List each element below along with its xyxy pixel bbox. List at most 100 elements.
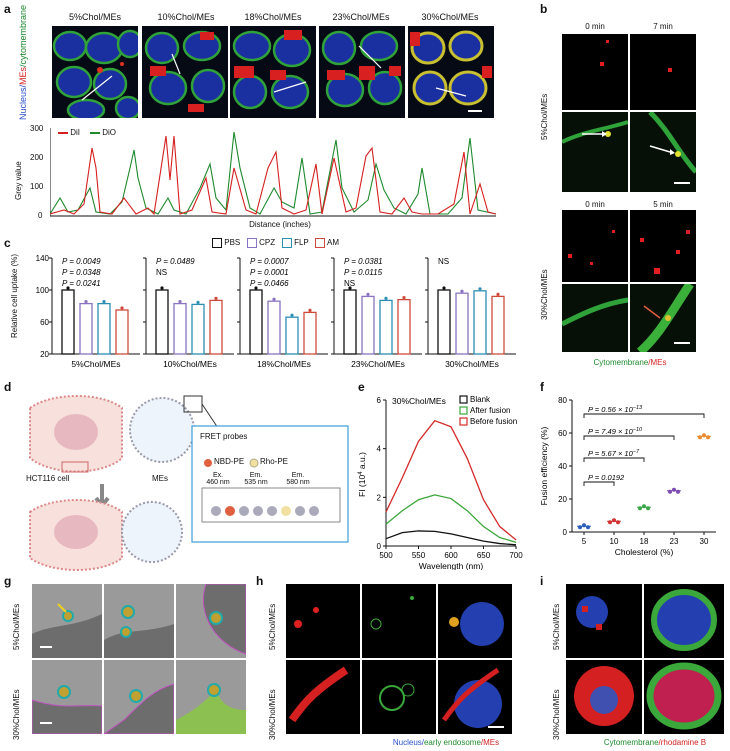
a-legend-dio-label: DiO: [102, 128, 117, 137]
e-legend-swatch: [459, 406, 468, 415]
c-bar: [303, 311, 317, 355]
d-fret-box: [191, 425, 349, 543]
e-xtick-label: 550: [412, 551, 426, 560]
h-caption-nucleus: Nucleus/: [392, 738, 424, 747]
a-legend-dio: DiO: [90, 128, 116, 137]
c-bar-point: [272, 297, 276, 301]
c-pvalue: NS: [438, 257, 449, 266]
a-legend-dii-label: DiI: [70, 128, 81, 137]
c-pvalue: P = 0.0241: [62, 279, 101, 288]
g-img-1: [32, 584, 102, 658]
h-img-6: [438, 660, 512, 734]
c-ytick-label: 60: [40, 318, 49, 327]
d-schematic: [29, 395, 349, 571]
i-img-4: [644, 660, 724, 734]
d-nbd-probe-icon: [204, 459, 212, 467]
a-image-23chol: [319, 26, 405, 118]
a-image-30chol: [408, 26, 494, 118]
e-series-line: [385, 530, 517, 546]
f-ytick-label: 80: [558, 396, 567, 405]
c-bar: [437, 289, 451, 355]
h-row-bottom: 30%Chol/MEs: [268, 689, 277, 740]
c-pvalue: P = 0.0466: [250, 279, 289, 288]
c-pvalue: P = 0.0115: [344, 268, 383, 277]
e-xlabel: Wavelength (nm): [419, 561, 484, 570]
f-ylabel: Fusion efficiency (%): [539, 426, 549, 505]
a-label-cytomembrane: /cytomembrane: [18, 4, 28, 67]
i-row-bottom: 30%Chol/MEs: [552, 689, 561, 740]
a-trace-plot: [50, 128, 497, 217]
b-time-0b: 0 min: [585, 200, 605, 209]
f-xtick-label: 23: [670, 537, 679, 546]
i-caption-cytomembrane: Cytomembrane: [603, 738, 659, 747]
a-trace-dio: [50, 131, 497, 215]
d-rho-probe-icon: [249, 458, 259, 468]
c-ytick-label: 140: [36, 254, 50, 263]
c-bar: [491, 295, 505, 355]
g-row-bottom: 30%Chol/MEs: [12, 689, 21, 740]
a-cond-5: 30%Chol/MEs: [421, 12, 479, 22]
b-row-bottom: 30%Chol/MEs: [540, 269, 549, 320]
c-pvalue: P = 0.0381: [344, 257, 383, 266]
c-bar-point: [178, 300, 182, 304]
c-pvalue: P = 0.0001: [250, 268, 289, 277]
c-bar: [361, 295, 375, 355]
h-row-top: 5%Chol/MEs: [268, 603, 277, 650]
c-pvalue: P = 0.0348: [62, 268, 101, 277]
c-bar-point: [308, 308, 312, 312]
f-pvalue: P = 0.0192: [588, 473, 625, 482]
f-xtick-label: 10: [610, 537, 619, 546]
h-img-1: [286, 584, 360, 658]
a-legend-dii: DiI: [58, 128, 80, 137]
c-bar: [115, 309, 129, 355]
e-xtick-label: 650: [477, 551, 491, 560]
c-group-label: 23%Chol/MEs: [351, 359, 405, 369]
g-img-5: [104, 660, 174, 734]
panel-label-g: g: [4, 574, 12, 588]
d-fused-vesicle: [121, 501, 183, 563]
g-row-top: 5%Chol/MEs: [12, 603, 21, 650]
b-img-30-5-red: [630, 210, 696, 282]
panel-label-a: a: [4, 2, 11, 16]
c-ylabel: Relative cell uptake (%): [10, 253, 19, 338]
d-nucleus-bottom: [54, 515, 98, 549]
c-bar-chart: 20 60 100 140 P = 0.0049 P = 0.0348 P = 0.0241…: [36, 254, 516, 369]
g-img-2: [104, 584, 174, 658]
c-group-label: 5%Chol/MEs: [71, 359, 120, 369]
e-ytick-label: 6: [377, 396, 382, 405]
d-em2-nm: 580 nm: [286, 479, 310, 486]
i-img-2: [644, 584, 724, 658]
g-img-6: [176, 660, 246, 734]
c-ytick-label: 100: [36, 286, 50, 295]
f-pvalue: P = 0.56 × 10−13: [588, 405, 643, 414]
c-bar-point: [478, 287, 482, 291]
c-bar: [79, 302, 93, 355]
c-bar: [191, 303, 205, 355]
c-bar-point: [402, 296, 406, 300]
e-series-line: [385, 494, 517, 543]
c-bar-point: [254, 286, 258, 290]
h-caption: Nucleus/early endosome/MEs: [356, 738, 536, 747]
i-img-1: [566, 584, 642, 658]
d-zoom-box: [183, 395, 203, 413]
c-bar-point: [66, 286, 70, 290]
a-ytick-300: 300: [30, 124, 44, 133]
a-trace-dii: [50, 135, 497, 216]
c-bar-point: [384, 296, 388, 300]
panel-label-e: e: [358, 380, 365, 394]
e-ytick-label: 2: [377, 493, 382, 502]
c-bar: [249, 289, 263, 355]
e-xtick-label: 500: [379, 551, 393, 560]
e-ytick-label: 0: [377, 542, 382, 551]
panel-label-h: h: [256, 574, 264, 588]
f-pvalue: P = 7.49 × 10−10: [588, 427, 643, 436]
b-caption: Cytomembrane/MEs: [560, 358, 700, 367]
a-ytick-0: 0: [38, 211, 43, 220]
b-caption-cytomembrane: Cytomembrane: [593, 358, 649, 367]
i-row-top: 5%Chol/MEs: [552, 603, 561, 650]
d-em2-label: Em.: [291, 472, 305, 479]
b-img-30-0-red: [562, 210, 628, 282]
c-bar: [267, 300, 281, 355]
e-legend-label: Before fusion: [470, 417, 517, 426]
e-series-line: [385, 419, 517, 541]
